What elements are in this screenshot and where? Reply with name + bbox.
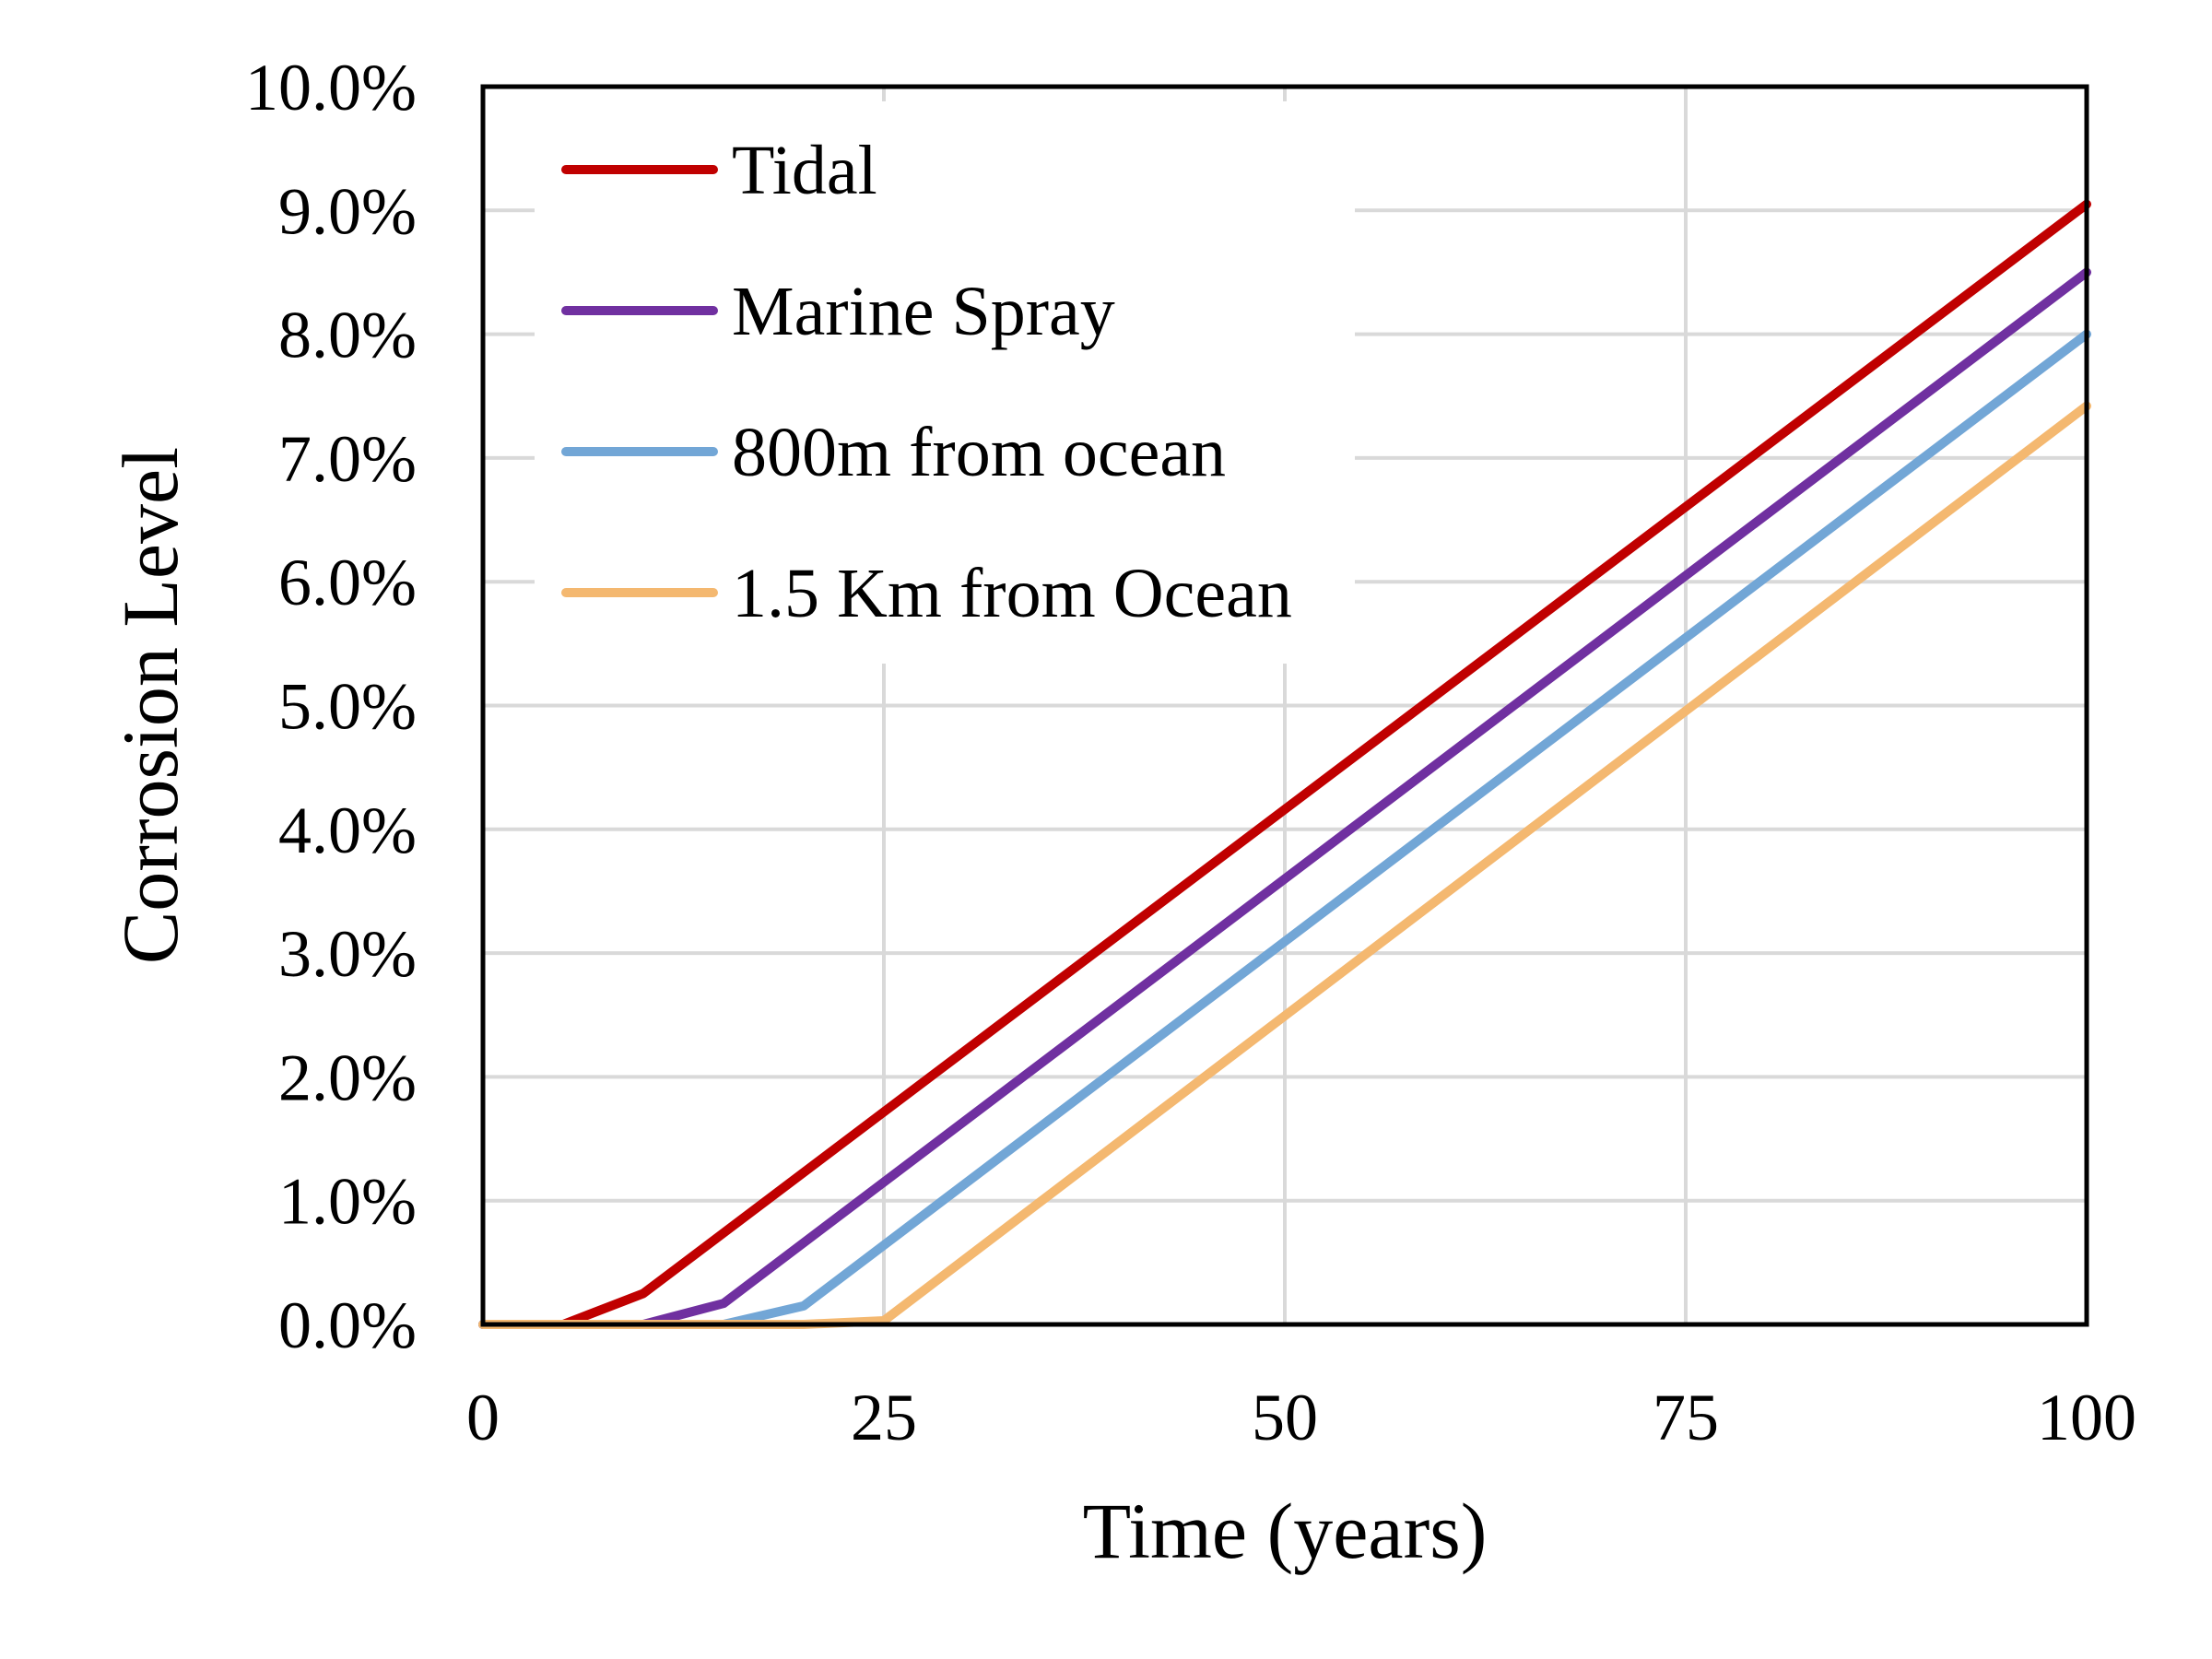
y-tick-label: 10.0% <box>245 51 417 124</box>
legend-label: 800m from ocean <box>732 414 1226 491</box>
y-tick-label: 4.0% <box>278 794 417 867</box>
x-axis-title: Time (years) <box>1083 1487 1488 1575</box>
plot-frame <box>480 84 2089 1327</box>
legend: Tidal Marine Spray 800m from ocean 1.5 Km f… <box>535 101 1355 664</box>
y-tick-label: 9.0% <box>278 174 417 248</box>
x-axis-ticks: 0 25 50 75 100 <box>466 1381 2136 1454</box>
y-tick-label: 7.0% <box>278 422 417 496</box>
y-axis-ticks: 0.0% 1.0% 2.0% 3.0% 4.0% 5.0% 6.0% 7.0% 8.0% 9.0%… <box>245 51 417 1362</box>
y-tick-label: 2.0% <box>278 1041 417 1114</box>
legend-label: Marine Spray <box>732 273 1115 350</box>
y-tick-label: 8.0% <box>278 299 417 372</box>
y-axis-title: Corrosion Level <box>106 447 194 964</box>
legend-label: 1.5 Km from Ocean <box>732 555 1292 632</box>
y-tick-label: 6.0% <box>278 546 417 619</box>
legend-label: Tidal <box>732 132 877 209</box>
legend-background <box>535 101 1355 664</box>
y-tick-label: 3.0% <box>278 917 417 991</box>
x-tick-label: 75 <box>1653 1381 1719 1454</box>
x-tick-label: 50 <box>1252 1381 1318 1454</box>
y-tick-label: 0.0% <box>278 1288 417 1362</box>
y-tick-label: 5.0% <box>278 670 417 744</box>
x-tick-label: 0 <box>466 1381 500 1454</box>
x-tick-label: 100 <box>2037 1381 2136 1454</box>
y-tick-label: 1.0% <box>278 1165 417 1239</box>
x-tick-label: 25 <box>851 1381 917 1454</box>
